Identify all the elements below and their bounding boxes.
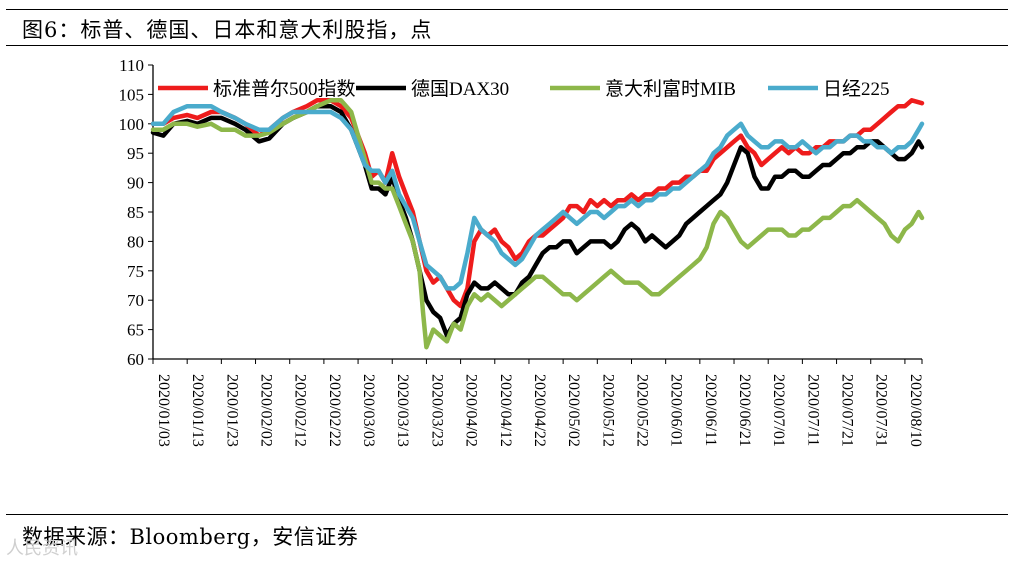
chart-legend: 标准普尔500指数 德国DAX30 意大利富时MIB 日经225 bbox=[158, 78, 890, 100]
series-line-2 bbox=[150, 103, 925, 338]
x-tick-label: 2020/01/23 bbox=[223, 374, 240, 447]
y-tick-label: 60 bbox=[127, 350, 144, 369]
x-tick-label: 2020/02/02 bbox=[258, 374, 275, 447]
x-tick-label: 2020/07/11 bbox=[804, 374, 821, 446]
y-tick-label: 70 bbox=[127, 291, 144, 310]
series-line-4 bbox=[150, 103, 925, 291]
x-tick-label: 2020/04/02 bbox=[463, 374, 480, 447]
x-tick-label: 2020/07/31 bbox=[873, 374, 890, 447]
legend-label-3: 意大利富时MIB bbox=[605, 78, 736, 100]
legend-label-1: 标准普尔500指数 bbox=[213, 78, 356, 100]
chart-axes: 60 65 70 75 80 85 90 95 100 105 110 2020/01/03 2020/… bbox=[119, 56, 924, 447]
x-tick-label: 2020/07/01 bbox=[770, 374, 787, 447]
x-tick-label: 2020/01/03 bbox=[155, 374, 172, 447]
x-tick-label: 2020/02/12 bbox=[292, 374, 309, 447]
series-layer bbox=[150, 98, 925, 350]
x-tick-label: 2020/03/23 bbox=[428, 374, 445, 447]
x-tick-label: 2020/03/13 bbox=[394, 374, 411, 447]
watermark: 人民资讯 bbox=[6, 538, 78, 559]
series-line-3 bbox=[150, 98, 925, 350]
x-tick-label: 2020/03/03 bbox=[360, 374, 377, 447]
x-tick-label: 2020/06/01 bbox=[668, 374, 685, 447]
x-tick-label: 2020/05/02 bbox=[565, 374, 582, 447]
y-tick-label: 105 bbox=[119, 85, 145, 104]
x-tick-label: 2020/04/12 bbox=[497, 374, 514, 447]
source-note: 数据来源：Bloomberg，安信证券 bbox=[22, 525, 359, 549]
figure-title: 图6：标普、德国、日本和意大利股指，点 bbox=[22, 18, 433, 42]
x-tick-label: 2020/07/21 bbox=[839, 374, 856, 447]
y-tick-label: 85 bbox=[127, 203, 144, 222]
title-rule bbox=[6, 45, 1008, 46]
y-tick-label: 65 bbox=[127, 321, 144, 340]
legend-label-4: 日经225 bbox=[823, 78, 890, 100]
x-tick-label: 2020/08/10 bbox=[907, 374, 924, 447]
legend-label-2: 德国DAX30 bbox=[411, 78, 509, 100]
y-tick-label: 75 bbox=[127, 262, 144, 281]
x-tick-label: 2020/05/22 bbox=[633, 374, 650, 447]
series-line-1 bbox=[150, 98, 925, 309]
y-tick-label: 90 bbox=[127, 174, 144, 193]
y-tick-label: 110 bbox=[119, 56, 144, 75]
y-tick-label: 95 bbox=[127, 144, 144, 163]
top-rule bbox=[6, 9, 1008, 10]
y-tick-label: 100 bbox=[119, 115, 145, 134]
x-tick-label: 2020/06/11 bbox=[702, 374, 719, 446]
x-tick-label: 2020/05/12 bbox=[599, 374, 616, 447]
y-tick-label: 80 bbox=[127, 232, 144, 251]
x-tick-label: 2020/02/22 bbox=[326, 374, 343, 447]
x-tick-label: 2020/04/22 bbox=[531, 374, 548, 447]
x-tick-label: 2020/06/21 bbox=[736, 374, 753, 447]
source-rule bbox=[6, 514, 1008, 515]
x-tick-label: 2020/01/13 bbox=[189, 374, 206, 447]
